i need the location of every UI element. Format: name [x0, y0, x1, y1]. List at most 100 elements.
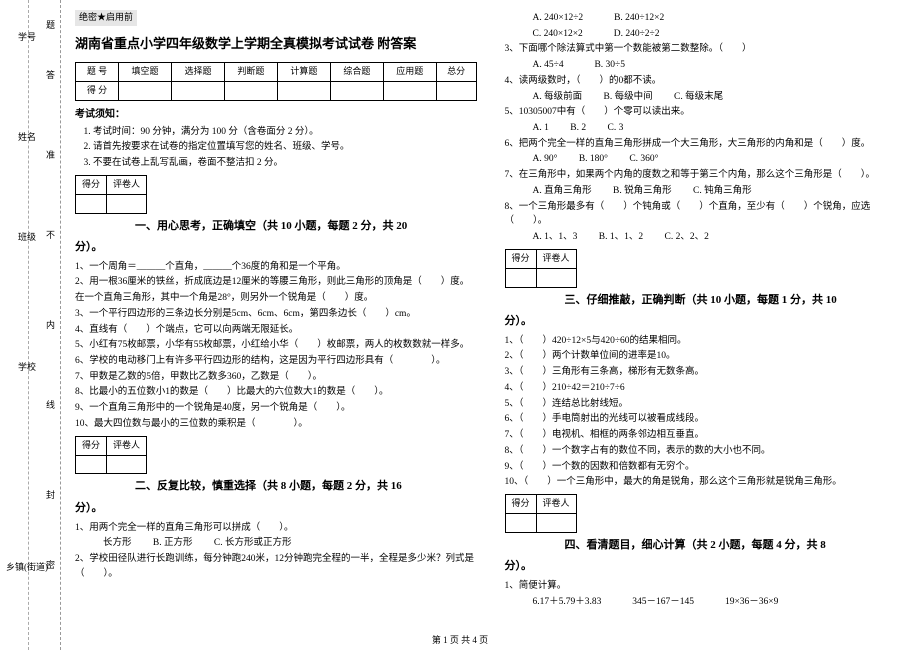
s2-1-opts: 长方形 B. 正方形 C. 长方形或正方形	[103, 536, 477, 551]
binding-dash-line	[28, 0, 29, 650]
r-q5: 5、10305007中有（ ）个零可以读出来。	[505, 105, 907, 120]
h5: 综合题	[330, 63, 383, 82]
r-q4: 4、读两级数时，（ ）的0都不读。	[505, 74, 907, 89]
m3b2	[536, 268, 576, 287]
side-feng: 封	[44, 490, 57, 499]
r2a: A. 240×12÷2	[533, 13, 584, 23]
r1	[119, 82, 172, 101]
r6a: A. 90°	[533, 154, 558, 164]
r5b: B. 2	[570, 123, 586, 133]
s3-8: 8、（ ）一个数字占有的数位不同，表示的数的大小也不同。	[505, 444, 907, 459]
m4c1: 得分	[505, 494, 536, 513]
content-area: 绝密★启用前 湖南省重点小学四年级数学上学期全真模拟考试试卷 附答案 题 号 填…	[61, 0, 920, 650]
s3-9: 9、（ ）一个数的因数和倍数都有无穷个。	[505, 460, 907, 475]
s3-1: 1、（ ）420÷12×5与420÷60的结果相同。	[505, 334, 907, 349]
s2-1-t: 用两个完全一样的直角三角形可以拼成（ ）。	[89, 523, 293, 533]
s1-4: 4、直线有（ ）个端点，它可以向两端无限延长。	[75, 323, 477, 338]
s1-10: 10、最大四位数与最小的三位数的乘积是（ ）。	[75, 417, 477, 432]
r-q8: 8、一个三角形最多有（ ）个钝角或（ ）个直角，至少有（ ）个锐角，应选（ ）。	[505, 200, 907, 229]
notice-list: 考试时间：90 分钟，满分为 100 分（含卷面分 2 分）。 请首先按要求在试…	[75, 125, 477, 171]
side-mi: 密	[44, 560, 57, 569]
s4-1-t: 简便计算。	[519, 581, 567, 591]
section3-tail: 分）。	[505, 313, 907, 330]
section1-tail: 分）。	[75, 239, 477, 256]
bind-label-xuehao: 学号	[2, 30, 52, 43]
h3: 判断题	[224, 63, 277, 82]
mini-score-1: 得分评卷人	[75, 175, 147, 214]
r7a: A. 直角三角形	[533, 186, 592, 196]
r0: 得 分	[76, 82, 119, 101]
score-table: 题 号 填空题 选择题 判断题 计算题 综合题 应用题 总分 得 分	[75, 62, 477, 101]
s3-10-t: （ ）一个三角形中，最大的角是锐角，那么这个三角形就是锐角三角形。	[524, 477, 842, 487]
r-q3o: A. 45÷4 B. 30÷5	[533, 58, 907, 73]
r6	[383, 82, 436, 101]
r3a: A. 45÷4	[533, 60, 564, 70]
m2b1	[76, 455, 107, 474]
s1-2-t: 用一根36厘米的铁丝，折成底边是12厘米的等腰三角形，则此三角形的顶角是（ ）度…	[89, 277, 469, 287]
m1c2: 评卷人	[107, 175, 147, 194]
s1-5-t: 小红有75枚邮票，小华有55枚邮票，小红给小华（ ）枚邮票，两人的枚数数就一样多…	[89, 340, 469, 350]
r6b: B. 180°	[579, 154, 608, 164]
c2: 19×36－36×9	[725, 597, 778, 607]
s3-3-t: （ ）三角形有三条高，梯形有无数条高。	[519, 367, 704, 377]
h1: 填空题	[119, 63, 172, 82]
section3-title: 三、仔细推敲，正确判断（共 10 小题，每题 1 分，共 10	[565, 294, 837, 306]
m4b1	[505, 513, 536, 532]
r5a: A. 1	[533, 123, 549, 133]
s1-7-t: 甲数是乙数的5倍，甲数比乙数多360，乙数是（ ）。	[89, 372, 322, 382]
s1-9: 9、一个直角三角形中的一个锐角是40度，另一个锐角是（ ）。	[75, 401, 477, 416]
s3-5: 5、（ ）连结总比射线短。	[505, 397, 907, 412]
s1-3: 3、一个平行四边形的三条边长分别是5cm、6cm、6cm，第四条边长（ ）cm。	[75, 307, 477, 322]
r8c: C. 2、2、2	[665, 232, 709, 242]
notice-title: 考试须知：	[75, 107, 477, 123]
page-footer: 第 1 页 共 4 页	[0, 633, 920, 646]
r4	[277, 82, 330, 101]
mini-score-3: 得分评卷人	[505, 249, 577, 288]
s3-6: 6、（ ）手电筒射出的光线可以被看成线段。	[505, 412, 907, 427]
r6c: C. 360°	[629, 154, 658, 164]
r7b: B. 锐角三角形	[613, 186, 672, 196]
s1-2b: 在一个直角三角形，其中一个角是28°，则另外一个锐角是（ ）度。	[75, 291, 477, 306]
s1-6: 6、学校的电动移门上有许多平行四边形的结构，这是因为平行四边形具有（ ）。	[75, 354, 477, 369]
s1-9-t: 一个直角三角形中的一个锐角是40度，另一个锐角是（ ）。	[89, 403, 350, 413]
left-column: 绝密★启用前 湖南省重点小学四年级数学上学期全真模拟考试试卷 附答案 题 号 填…	[61, 0, 491, 650]
c0: 6.17＋5.79＋3.83	[533, 597, 602, 607]
r-q8-t: 一个三角形最多有（ ）个钝角或（ ）个直角，至少有（ ）个锐角，应选（ ）。	[505, 202, 871, 227]
notice-3: 不要在试卷上乱写乱画，卷面不整洁扣 2 分。	[93, 156, 477, 171]
right-column: A. 240×12÷2 B. 240÷12×2 C. 240×12×2 D. 2…	[491, 0, 920, 650]
s1-8-t: 比最小的五位数小1的数是（ ）比最大的六位数大1的数是（ ）。	[89, 387, 388, 397]
r8b: B. 1、1、2	[599, 232, 643, 242]
m3c2: 评卷人	[536, 249, 576, 268]
r2c: C. 240×12×2	[533, 29, 583, 39]
r7c: C. 钝角三角形	[693, 186, 752, 196]
h7: 总分	[436, 63, 476, 82]
r-q6o: A. 90° B. 180° C. 360°	[533, 152, 907, 167]
r-q2opts-2: C. 240×12×2 D. 240÷2÷2	[533, 27, 907, 42]
s3-4: 4、（ ）210÷42＝210÷7÷6	[505, 381, 907, 396]
bind-label-xuexiao: 学校	[2, 360, 52, 373]
s3-7: 7、（ ）电视机、相框的两条邻边相互垂直。	[505, 428, 907, 443]
section4-title: 四、看清题目，细心计算（共 2 小题，每题 4 分，共 8	[565, 539, 826, 551]
r-q6-t: 把两个完全一样的直角三角形拼成一个大三角形，大三角形的内角和是（ ）度。	[519, 139, 871, 149]
s2-1-a: 长方形	[103, 538, 132, 548]
s3-8-t: （ ）一个数字占有的数位不同，表示的数的大小也不同。	[519, 446, 771, 456]
s3-6-t: （ ）手电筒射出的光线可以被看成线段。	[519, 414, 704, 424]
r5	[330, 82, 383, 101]
section1-title: 一、用心思考，正确填空（共 10 小题，每题 2 分，共 20	[135, 220, 407, 232]
r4b: B. 每级中间	[604, 92, 653, 102]
r-q3: 3、下面哪个除法算式中第一个数能被第二数整除。（ ）	[505, 42, 907, 57]
s1-8: 8、比最小的五位数小1的数是（ ）比最大的六位数大1的数是（ ）。	[75, 385, 477, 400]
secret-tag: 绝密★启用前	[75, 10, 137, 26]
s1-2: 2、用一根36厘米的铁丝，折成底边是12厘米的等腰三角形，则此三角形的顶角是（ …	[75, 275, 477, 290]
s3-4-t: （ ）210÷42＝210÷7÷6	[519, 383, 625, 393]
section4-tail: 分）。	[505, 558, 907, 575]
s1-1: 1、一个周角＝______个直角，______个36度的角和是一个平角。	[75, 260, 477, 275]
binding-margin: 学号 姓名 班级 学校 乡镇(街道) 题 答 准 不 内 线 封 密	[0, 0, 61, 650]
section2-title: 二、反复比较，慎重选择（共 8 小题，每题 2 分，共 16	[135, 480, 402, 492]
s3-2: 2、（ ）两个计数单位间的进率是10。	[505, 349, 907, 364]
r3b: B. 30÷5	[594, 60, 625, 70]
mini-score-4: 得分评卷人	[505, 494, 577, 533]
s2-2-t: 学校田径队进行长跑训练，每分钟跑240米，12分钟跑完全程的一半，全程是多少米？…	[75, 554, 474, 579]
s3-3: 3、（ ）三角形有三条高，梯形有无数条高。	[505, 365, 907, 380]
r-q6: 6、把两个完全一样的直角三角形拼成一个大三角形，大三角形的内角和是（ ）度。	[505, 137, 907, 152]
